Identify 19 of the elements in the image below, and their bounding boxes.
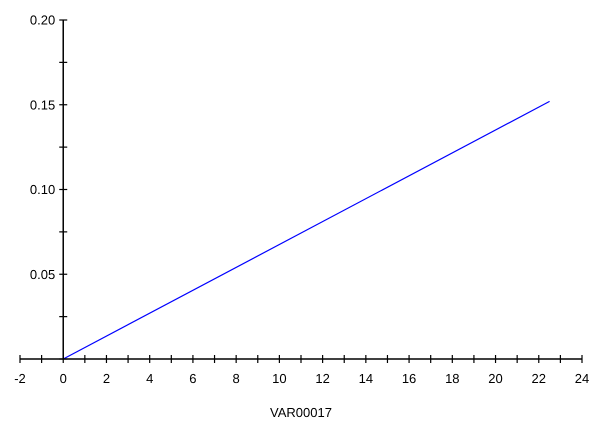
y-tick-label: 0.15 — [30, 97, 56, 112]
x-tick-label: -2 — [14, 371, 26, 386]
y-tick-label: 0.05 — [30, 266, 56, 282]
x-tick-label: 0 — [60, 371, 67, 386]
x-tick-label: 22 — [532, 371, 546, 386]
x-tick-label: 18 — [445, 371, 460, 386]
x-tick-label: 4 — [146, 371, 154, 386]
x-tick-label: 24 — [574, 371, 590, 386]
x-axis-title: VAR00017 — [270, 405, 332, 420]
y-tick-label: 0.10 — [30, 182, 56, 198]
x-tick-label: 2 — [102, 371, 110, 386]
x-tick-label: 16 — [402, 371, 416, 386]
x-tick-label: 20 — [488, 371, 503, 386]
x-tick-label: 6 — [189, 371, 197, 386]
x-tick-label: 14 — [358, 371, 374, 386]
x-tick-label: 8 — [232, 371, 240, 386]
x-tick-label: 10 — [272, 371, 287, 386]
y-tick-label: 0.20 — [30, 12, 56, 28]
x-tick-label: 12 — [315, 371, 330, 386]
